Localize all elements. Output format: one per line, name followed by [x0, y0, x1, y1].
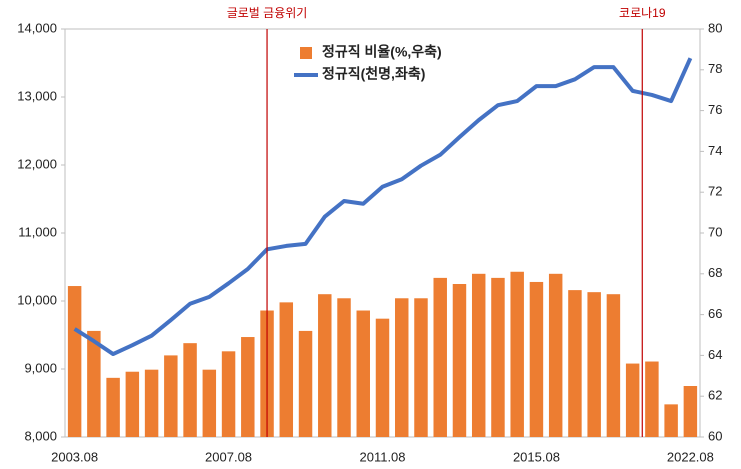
y-tick-label: 10,000	[17, 292, 57, 307]
bar	[548, 273, 563, 437]
bar	[241, 337, 255, 437]
y2-tick-label: 76	[708, 102, 722, 117]
legend-label: 정규직 비율(%,우축)	[322, 44, 442, 60]
y2-tick-label: 74	[708, 143, 722, 158]
bar	[606, 294, 621, 437]
bar	[67, 286, 82, 437]
y-tick-label: 9,000	[24, 360, 57, 375]
bar	[587, 292, 601, 437]
bar	[414, 298, 428, 437]
y-tick-label: 13,000	[17, 88, 57, 103]
bar	[491, 277, 505, 437]
bar	[164, 355, 178, 437]
bar	[625, 363, 640, 437]
annotation: 글로벌 금융위기	[227, 6, 308, 20]
bar	[106, 377, 120, 437]
bar	[279, 302, 294, 437]
bar	[529, 281, 544, 437]
line	[73, 57, 693, 357]
x-tick-label: 2011.08	[359, 449, 405, 464]
bar	[452, 284, 467, 437]
bar	[318, 294, 332, 437]
y2-tick-label: 78	[708, 61, 722, 76]
legend-swatch	[300, 47, 312, 59]
bar	[337, 298, 351, 437]
y2-tick-label: 80	[708, 20, 722, 35]
bar	[645, 361, 659, 437]
bar	[298, 330, 313, 437]
bar	[87, 330, 101, 437]
y2-tick-label: 60	[708, 428, 722, 443]
y-tick-label: 14,000	[17, 20, 57, 35]
bar	[202, 369, 217, 437]
bar	[471, 273, 486, 437]
y2-tick-label: 68	[708, 265, 722, 280]
bar	[510, 271, 524, 437]
bar	[683, 386, 698, 437]
y-tick-label: 11,000	[18, 224, 57, 239]
bar	[395, 298, 409, 437]
annotation: 코로나19	[619, 6, 666, 20]
bar	[375, 318, 390, 437]
y2-tick-label: 66	[708, 306, 722, 321]
bar	[125, 371, 140, 437]
y-tick-label: 8,000	[24, 428, 57, 443]
x-tick-label: 2022.08	[667, 449, 714, 464]
bar	[664, 404, 678, 437]
bar	[144, 369, 159, 437]
y2-tick-label: 70	[708, 224, 722, 239]
legend-label: 정규직(천명,좌축)	[322, 66, 425, 82]
bar	[356, 310, 370, 437]
bar	[433, 277, 447, 437]
bar	[221, 351, 236, 437]
x-tick-label: 2007.08	[205, 449, 252, 464]
bar	[183, 343, 197, 437]
y-tick-label: 12,000	[17, 156, 57, 171]
y2-tick-label: 64	[708, 347, 722, 362]
x-tick-label: 2015.08	[513, 449, 560, 464]
x-tick-label: 2003.08	[51, 449, 98, 464]
bar	[568, 290, 582, 437]
y2-tick-label: 72	[708, 184, 722, 199]
y2-tick-label: 62	[708, 388, 722, 403]
